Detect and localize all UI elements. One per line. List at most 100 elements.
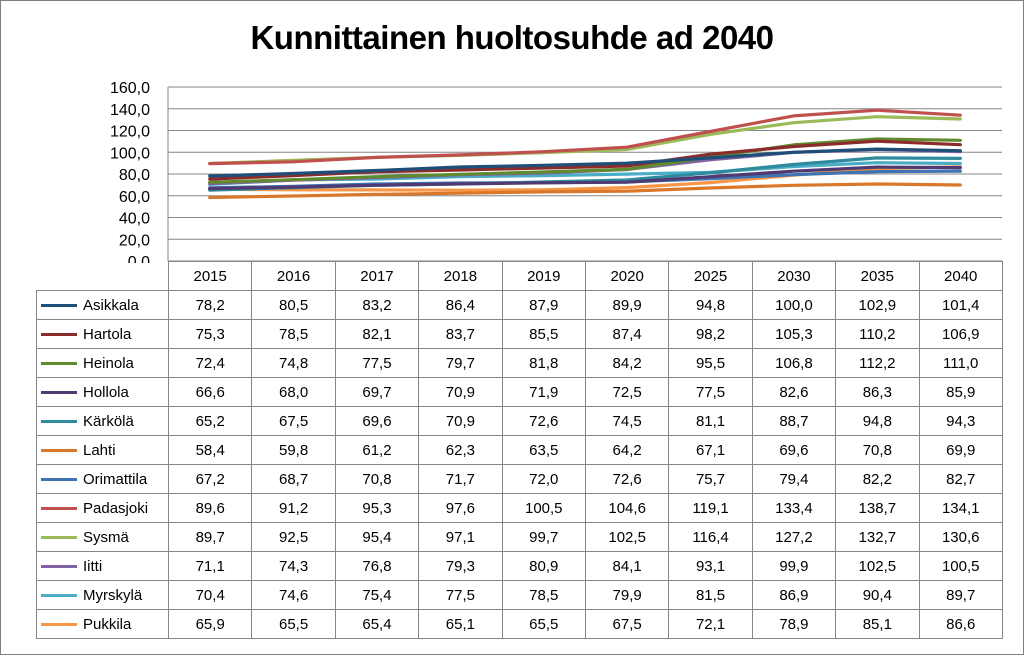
data-label: 111,0 bbox=[918, 348, 1003, 378]
data-label: 71,7 bbox=[418, 464, 503, 494]
table-row: Sysmä 89,7 92,5 95,4 97,1 99,7 102,5 116,4 127,2… bbox=[36, 522, 1003, 552]
data-label: 102,5 bbox=[584, 522, 670, 552]
data-label: 81,5 bbox=[668, 580, 753, 610]
data-label: 85,1 bbox=[835, 609, 920, 639]
data-label: 93,1 bbox=[668, 551, 753, 581]
data-label: 68,7 bbox=[251, 464, 336, 494]
data-label: 104,6 bbox=[584, 493, 670, 523]
data-label: 58,4 bbox=[167, 435, 253, 465]
data-label: 78,9 bbox=[751, 609, 837, 639]
legend-entry: Asikkala bbox=[36, 290, 169, 320]
data-label: 75,4 bbox=[334, 580, 420, 610]
series-line-heinola bbox=[208, 137, 962, 184]
data-label: 106,8 bbox=[751, 348, 837, 378]
x-tick-label: 2015 bbox=[167, 261, 253, 291]
data-label: 89,9 bbox=[584, 290, 670, 320]
data-label: 79,7 bbox=[418, 348, 503, 378]
data-label: 87,4 bbox=[584, 319, 670, 349]
legend-key bbox=[41, 391, 77, 395]
y-tick-label: 40,0 bbox=[119, 211, 150, 228]
data-label: 94,3 bbox=[918, 406, 1003, 436]
legend-entry: Padasjoki bbox=[36, 493, 169, 523]
data-label: 72,5 bbox=[584, 377, 670, 407]
data-label: 86,3 bbox=[835, 377, 920, 407]
data-label: 89,6 bbox=[167, 493, 253, 523]
table-header-row: 2015 2016 2017 2018 2019 2020 2025 2030 2035 2040 bbox=[36, 261, 1003, 291]
data-label: 78,5 bbox=[251, 319, 336, 349]
x-tick-label: 2019 bbox=[501, 261, 586, 291]
x-tick-label: 2035 bbox=[835, 261, 920, 291]
data-label: 74,5 bbox=[584, 406, 670, 436]
y-tick-label: 0,0 bbox=[128, 254, 150, 263]
data-label: 102,5 bbox=[835, 551, 920, 581]
data-label: 69,7 bbox=[334, 377, 420, 407]
data-label: 78,2 bbox=[167, 290, 253, 320]
data-label: 82,2 bbox=[835, 464, 920, 494]
data-label: 97,6 bbox=[418, 493, 503, 523]
data-label: 77,5 bbox=[668, 377, 753, 407]
x-tick-label: 2020 bbox=[584, 261, 670, 291]
data-label: 77,5 bbox=[334, 348, 420, 378]
data-label: 76,8 bbox=[334, 551, 420, 581]
legend-label: Orimattila bbox=[83, 470, 148, 488]
data-label: 138,7 bbox=[835, 493, 920, 523]
data-label: 99,9 bbox=[751, 551, 837, 581]
legend-key bbox=[41, 536, 77, 540]
x-tick-label: 2017 bbox=[334, 261, 420, 291]
data-label: 67,5 bbox=[251, 406, 336, 436]
data-label: 88,7 bbox=[751, 406, 837, 436]
data-label: 71,9 bbox=[501, 377, 586, 407]
x-tick-label: 2030 bbox=[751, 261, 837, 291]
data-label: 70,9 bbox=[418, 406, 503, 436]
data-label: 66,6 bbox=[167, 377, 253, 407]
data-label: 65,9 bbox=[167, 609, 253, 639]
series-line-padasjoki bbox=[208, 108, 962, 166]
legend-label: Heinola bbox=[83, 354, 134, 372]
data-label: 65,2 bbox=[167, 406, 253, 436]
data-label: 74,6 bbox=[251, 580, 336, 610]
data-label: 85,9 bbox=[918, 377, 1003, 407]
data-label: 102,9 bbox=[835, 290, 920, 320]
data-label: 59,8 bbox=[251, 435, 336, 465]
legend-key bbox=[41, 623, 77, 627]
table-row: Kärkölä 65,2 67,5 69,6 70,9 72,6 74,5 81,1 88,7 9… bbox=[36, 406, 1003, 436]
legend-label: Hartola bbox=[83, 325, 132, 343]
data-label: 119,1 bbox=[668, 493, 753, 523]
legend-entry: Heinola bbox=[36, 348, 169, 378]
data-label: 72,6 bbox=[584, 464, 670, 494]
data-label: 97,1 bbox=[418, 522, 503, 552]
data-label: 71,1 bbox=[167, 551, 253, 581]
data-label: 100,5 bbox=[918, 551, 1003, 581]
y-tick-label: 120,0 bbox=[110, 124, 150, 141]
data-label: 84,2 bbox=[584, 348, 670, 378]
x-tick-label: 2016 bbox=[251, 261, 336, 291]
data-label: 82,1 bbox=[334, 319, 420, 349]
table-row: Asikkala 78,2 80,5 83,2 86,4 87,9 89,9 94,8 100,… bbox=[36, 290, 1003, 320]
legend-entry: Hollola bbox=[36, 377, 169, 407]
data-label: 70,8 bbox=[334, 464, 420, 494]
table-row: Hollola 66,6 68,0 69,7 70,9 71,9 72,5 77,5 82,6 8… bbox=[36, 377, 1003, 407]
data-label: 78,5 bbox=[501, 580, 586, 610]
data-label: 70,4 bbox=[167, 580, 253, 610]
data-label: 95,5 bbox=[668, 348, 753, 378]
series-line-asikkala bbox=[208, 147, 962, 178]
data-label: 67,5 bbox=[584, 609, 670, 639]
data-label: 80,5 bbox=[251, 290, 336, 320]
data-label: 112,2 bbox=[835, 348, 920, 378]
data-label: 80,9 bbox=[501, 551, 586, 581]
table-row: Heinola 72,4 74,8 77,5 79,7 81,8 84,2 95,5 106,8… bbox=[36, 348, 1003, 378]
data-label: 92,5 bbox=[251, 522, 336, 552]
table-body: Asikkala 78,2 80,5 83,2 86,4 87,9 89,9 94,8 100,… bbox=[36, 290, 1003, 639]
legend-entry: Myrskylä bbox=[36, 580, 169, 610]
table-row: Pukkila 65,9 65,5 65,4 65,1 65,5 67,5 72,1 78,9 8… bbox=[36, 609, 1003, 639]
data-label: 75,7 bbox=[668, 464, 753, 494]
data-label: 69,6 bbox=[751, 435, 837, 465]
legend-entry: Iitti bbox=[36, 551, 169, 581]
data-label: 69,6 bbox=[334, 406, 420, 436]
data-label: 69,9 bbox=[918, 435, 1003, 465]
data-label: 105,3 bbox=[751, 319, 837, 349]
data-label: 100,0 bbox=[751, 290, 837, 320]
data-label: 63,5 bbox=[501, 435, 586, 465]
legend-key bbox=[41, 507, 77, 511]
data-label: 77,5 bbox=[418, 580, 503, 610]
